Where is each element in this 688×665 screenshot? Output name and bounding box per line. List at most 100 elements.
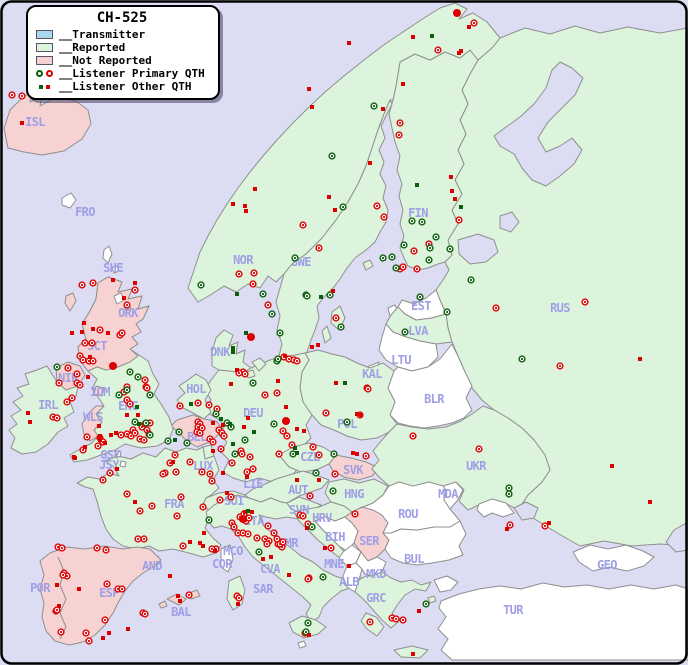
listener-other-qth-marker: [293, 446, 297, 450]
listener-primary-qth-marker: [76, 381, 84, 389]
listener-other-qth-marker: [505, 527, 509, 531]
listener-primary-qth-marker: [53, 363, 61, 371]
country-label-gsy: GSY: [100, 448, 121, 462]
listener-primary-qth-marker: [541, 522, 549, 530]
listener-primary-qth-marker: [362, 452, 370, 460]
country-label-mkd: MKD: [366, 567, 386, 581]
listener-primary-qth-marker: [148, 502, 156, 510]
listener-primary-qth-marker: [172, 468, 180, 476]
listener-primary-qth-marker: [94, 442, 102, 450]
country-label-rus: RUS: [550, 301, 570, 315]
listener-primary-qth-marker: [131, 286, 139, 294]
listener-other-qth-marker: [295, 478, 299, 482]
listener-other-qth-marker: [26, 411, 30, 415]
listener-other-qth-marker: [411, 652, 415, 656]
island-guernsey: [114, 450, 122, 458]
listener-other-qth-marker: [213, 549, 217, 553]
listener-other-qth-marker: [229, 382, 233, 386]
listener-primary-qth-marker: [245, 514, 253, 522]
listener-other-qth-marker: [302, 429, 306, 433]
green-square-icon: [39, 84, 43, 89]
listener-other-qth-marker: [415, 183, 419, 187]
listener-primary-qth-marker: [82, 629, 90, 637]
listener-other-qth-marker: [242, 425, 246, 429]
listener-primary-qth-marker: [173, 512, 181, 520]
listener-primary-qth-marker: [283, 432, 291, 440]
listener-primary-qth-marker: [179, 542, 187, 550]
listener-other-qth-marker: [331, 289, 335, 293]
listener-primary-qth-marker: [57, 628, 65, 636]
country-label-geo: GEO: [597, 558, 617, 572]
listener-other-qth-marker: [323, 546, 327, 550]
listener-other-qth-marker: [244, 331, 248, 335]
country-label-rou: ROU: [398, 507, 418, 521]
listener-primary-qth-marker: [332, 314, 340, 322]
country-grc: [354, 571, 432, 629]
listener-other-qth-marker: [125, 413, 129, 417]
listener-other-qth-marker: [327, 195, 331, 199]
country-label-por: POR: [30, 581, 51, 595]
country-label-hng: HNG: [344, 487, 364, 501]
listener-primary-qth-marker: [331, 470, 339, 478]
listener-primary-qth-marker: [401, 328, 409, 336]
country-label-svk: SVK: [343, 463, 364, 477]
listener-other-qth-marker: [176, 594, 180, 598]
listener-primary-qth-marker: [270, 420, 278, 428]
listener-other-qth-marker: [359, 413, 363, 417]
listener-primary-qth-marker: [322, 409, 330, 417]
listener-primary-qth-marker: [197, 281, 205, 289]
listener-primary-qth-marker: [319, 573, 327, 581]
listener-primary-qth-marker: [220, 432, 228, 440]
listener-primary-qth-marker: [89, 357, 97, 365]
listener-primary-qth-marker: [212, 410, 220, 418]
listener-primary-qth-marker: [291, 254, 299, 262]
listener-other-qth-marker: [133, 500, 137, 504]
red-ring-icon: [46, 70, 53, 77]
legend-row-reported: __Reported: [36, 41, 208, 54]
listener-other-qth-marker: [450, 189, 454, 193]
listener-primary-qth-marker: [299, 221, 307, 229]
listener-other-qth-marker: [411, 35, 415, 39]
listener-primary-qth-marker: [328, 152, 336, 160]
island-sicily: [288, 615, 327, 639]
listener-primary-qth-marker: [253, 534, 261, 542]
listener-other-qth-marker: [235, 368, 239, 372]
listener-other-qth-marker: [453, 197, 457, 201]
country-label-blr: BLR: [424, 392, 445, 406]
country-fro: [61, 192, 77, 209]
country-label-cze: CZE: [300, 450, 320, 464]
country-label-she: SHE: [103, 261, 123, 275]
listener-other-qth-marker: [343, 381, 347, 385]
listener-other-qth-marker: [103, 441, 107, 445]
listener-primary-qth-marker: [337, 323, 345, 331]
listener-other-qth-marker: [225, 491, 229, 495]
legend-row-primary-qth: __Listener Primary QTH: [36, 67, 208, 80]
listener-other-qth-marker: [228, 422, 232, 426]
listener-primary-qth-marker: [329, 487, 337, 495]
listener-primary-qth-marker: [85, 637, 93, 645]
green-ring-icon: [36, 70, 43, 77]
listener-primary-qth-marker: [238, 450, 246, 458]
listener-primary-qth-marker: [118, 585, 126, 593]
listener-other-qth-marker: [355, 452, 359, 456]
listener-other-qth-marker: [310, 105, 314, 109]
listener-primary-qth-marker: [217, 445, 225, 453]
caspian-sea: [665, 521, 688, 553]
listener-primary-qth-marker: [379, 254, 387, 262]
legend-reported-label: __Reported: [59, 41, 126, 54]
listener-primary-qth-marker: [146, 391, 154, 399]
listener-primary-qth-marker: [312, 469, 320, 477]
listener-primary-qth-marker: [392, 615, 400, 623]
island-aland: [362, 259, 374, 271]
listener-primary-qth-marker: [230, 523, 238, 531]
listener-primary-qth-marker: [470, 19, 478, 27]
country-label-cva: CVA: [260, 562, 281, 576]
country-label-ser: SER: [359, 534, 380, 548]
listener-primary-qth-marker: [55, 379, 63, 387]
listener-other-qth-marker: [188, 540, 192, 544]
listener-primary-qth-marker: [264, 522, 272, 530]
listener-other-qth-marker: [355, 412, 359, 416]
country-label-cor: COR: [212, 557, 233, 571]
listener-other-qth-marker: [98, 438, 102, 442]
